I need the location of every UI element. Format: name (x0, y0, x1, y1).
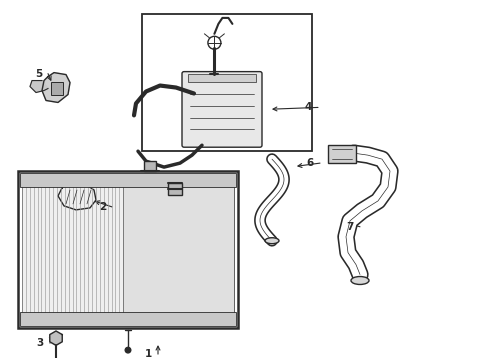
Text: 6: 6 (307, 158, 314, 168)
Bar (142, 14, 312, 151)
Text: 5: 5 (35, 69, 42, 78)
Bar (123, 175, 234, 324)
Text: 7: 7 (346, 222, 354, 232)
Polygon shape (30, 81, 48, 93)
Bar (51, 82, 63, 95)
Polygon shape (58, 182, 96, 210)
Circle shape (125, 347, 131, 353)
Text: 1: 1 (145, 349, 152, 359)
Bar (188, 73, 256, 82)
Text: 3: 3 (37, 338, 44, 348)
Bar (20, 173, 236, 187)
Text: 4: 4 (305, 103, 312, 112)
Polygon shape (42, 73, 70, 103)
Bar (22, 175, 123, 324)
Polygon shape (50, 331, 62, 345)
FancyBboxPatch shape (182, 72, 262, 147)
Bar (168, 183, 182, 195)
Ellipse shape (351, 276, 369, 284)
Text: 2: 2 (99, 202, 106, 212)
Ellipse shape (265, 238, 279, 244)
Bar (20, 312, 236, 326)
Bar (328, 145, 356, 163)
Bar (18, 171, 238, 328)
Bar (144, 161, 156, 171)
